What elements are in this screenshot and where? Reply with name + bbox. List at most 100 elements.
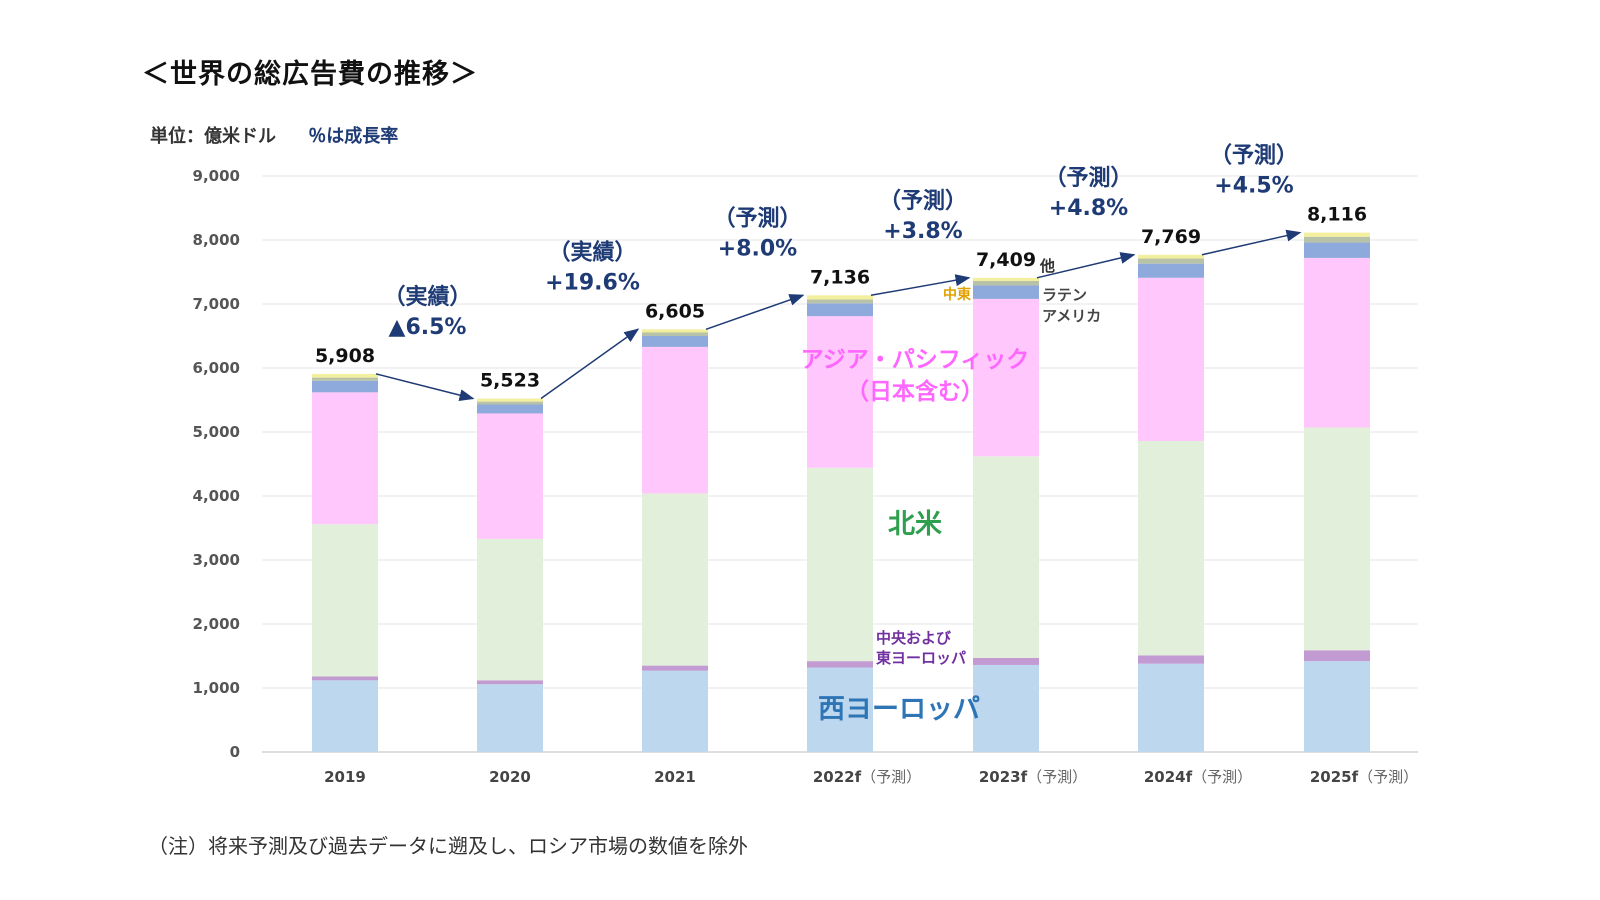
bar-segment-central-eastern-europe (1138, 655, 1204, 664)
total-label: 7,769 (1141, 226, 1201, 248)
label-north-america: 北米 (888, 509, 942, 540)
bar-segment-north-america (1138, 440, 1204, 656)
bar-segment-central-eastern-europe (642, 665, 708, 671)
bar-segment-central-eastern-europe (973, 657, 1039, 665)
bar-segment-central-eastern-europe (807, 661, 873, 668)
y-tick-label: 2,000 (193, 615, 240, 633)
bar-segment-western-europe (973, 664, 1039, 752)
trend-arrow (540, 328, 640, 400)
y-tick-label: 1,000 (193, 679, 240, 697)
growth-rate-label: +3.8% (883, 219, 962, 244)
bar-segment-western-europe (1138, 663, 1204, 752)
bar-segment-north-america (642, 493, 708, 666)
bar-segment-latin-america (477, 404, 543, 414)
trend-arrow (705, 294, 805, 330)
bar-segment-western-europe (477, 684, 543, 752)
growth-rate-label: +4.8% (1049, 196, 1128, 221)
label-other: 他 (1039, 257, 1055, 275)
bar-segment-asia-pacific (1138, 277, 1204, 441)
total-labels: 5,908 5,523 6,605 7,136 7,409 7,769 8,116 (315, 204, 1367, 392)
x-tick-year: 2021 (654, 768, 696, 786)
x-tick-year: 2022f (813, 768, 862, 786)
unit-label: 単位：億米ドル (150, 126, 276, 147)
bar-segment-western-europe (1304, 661, 1370, 752)
total-label: 7,136 (810, 266, 870, 288)
growth-kind-label: （実績） (383, 284, 471, 310)
bar-segment-middle-east (312, 377, 378, 381)
x-tick-forecast-note: （予測） (1192, 768, 1252, 786)
bar-segment-north-america (312, 524, 378, 677)
unit-row: 単位：億米ドル ％は成長率 (150, 122, 398, 148)
x-axis: 2019 2020 2021 2022f（予測） 2023f（予測） 2024f（予測） 2… (324, 768, 1418, 786)
bar-segment-latin-america (312, 380, 378, 393)
bar-segment-asia-pacific (973, 298, 1039, 457)
bar-segment-central-eastern-europe (312, 676, 378, 681)
bar-segment-western-europe (312, 680, 378, 752)
total-label: 8,116 (1307, 204, 1367, 226)
y-axis: 0 1,000 2,000 3,000 4,000 5,000 6,000 7,000 8,00… (193, 167, 240, 761)
label-latin-america-1: ラテン (1042, 286, 1087, 304)
y-tick-label: 4,000 (193, 487, 240, 505)
x-tick-label: 2025f（予測） (1310, 768, 1418, 786)
growth-rate-note: ％は成長率 (308, 126, 399, 147)
bar-segment-middle-east (642, 332, 708, 336)
total-label: 7,409 (976, 249, 1036, 271)
bar-segment-asia-pacific (312, 392, 378, 525)
growth-kind-label: （予測） (713, 206, 801, 231)
bar-segment-asia-pacific (1304, 257, 1370, 428)
footnote: （注）将来予測及び過去データに遡及し、ロシア市場の数値を除外 (148, 834, 748, 858)
x-tick-label: 2020 (489, 768, 531, 786)
growth-kind-label: （予測） (879, 189, 967, 214)
bar-segment-middle-east (477, 401, 543, 405)
bar-segment-western-europe (807, 667, 873, 752)
bars (312, 232, 1370, 752)
bar-segment-western-europe (642, 670, 708, 752)
bar-segment-asia-pacific (807, 316, 873, 468)
growth-rate-label: +19.6% (545, 270, 640, 295)
bar-segment-other (1138, 254, 1204, 259)
label-central-eastern-europe-1: 中央および (876, 629, 951, 647)
x-tick-label: 2021 (654, 768, 696, 786)
bar-segment-asia-pacific (477, 413, 543, 539)
bar-segment-other (312, 373, 378, 378)
label-latin-america-2: アメリカ (1042, 307, 1101, 325)
label-asia-pacific-2: （日本含む） (846, 378, 984, 405)
growth-rate-label: ▲6.5% (389, 315, 467, 340)
bar-segment-middle-east (1138, 258, 1204, 264)
growth-labels: （実績） ▲6.5% （実績） +19.6% （予測） +8.0% （予測） +3.8% （予測… (383, 144, 1298, 340)
y-tick-label: 6,000 (193, 359, 240, 377)
y-tick-label: 3,000 (193, 551, 240, 569)
growth-rate-label: +8.0% (718, 236, 797, 261)
total-label: 5,523 (480, 370, 540, 392)
bar-segment-latin-america (973, 285, 1039, 299)
x-tick-year: 2020 (489, 768, 531, 786)
bar-segment-latin-america (642, 336, 708, 347)
growth-kind-label: （予測） (1210, 144, 1298, 169)
trend-arrow (870, 274, 971, 297)
bar-segment-other (807, 295, 873, 300)
chart-title: ＜世界の総広告費の推移＞ (142, 59, 478, 90)
trend-arrow (1201, 229, 1302, 256)
bar-segment-latin-america (1138, 263, 1204, 278)
trend-arrow (375, 373, 475, 402)
bar-segment-middle-east (1304, 236, 1370, 243)
bar-segment-central-eastern-europe (477, 680, 543, 685)
growth-kind-label: （予測） (1044, 166, 1132, 191)
bar-segment-middle-east (807, 299, 873, 304)
bar-segment-north-america (477, 538, 543, 681)
x-tick-label: 2024f（予測） (1144, 768, 1252, 786)
bar-segment-middle-east (973, 280, 1039, 286)
x-tick-year: 2025f (1310, 768, 1359, 786)
growth-kind-label: （実績） (548, 239, 636, 265)
trend-arrow (1036, 252, 1136, 279)
bar-segment-other (477, 398, 543, 402)
bar-segment-north-america (973, 456, 1039, 658)
bar-segment-north-america (1304, 427, 1370, 651)
y-tick-label: 8,000 (193, 231, 240, 249)
x-tick-year: 2019 (324, 768, 366, 786)
total-label: 6,605 (645, 300, 705, 322)
y-tick-label: 9,000 (193, 167, 240, 185)
y-tick-label: 0 (230, 743, 240, 761)
bar-segment-other (1304, 232, 1370, 237)
